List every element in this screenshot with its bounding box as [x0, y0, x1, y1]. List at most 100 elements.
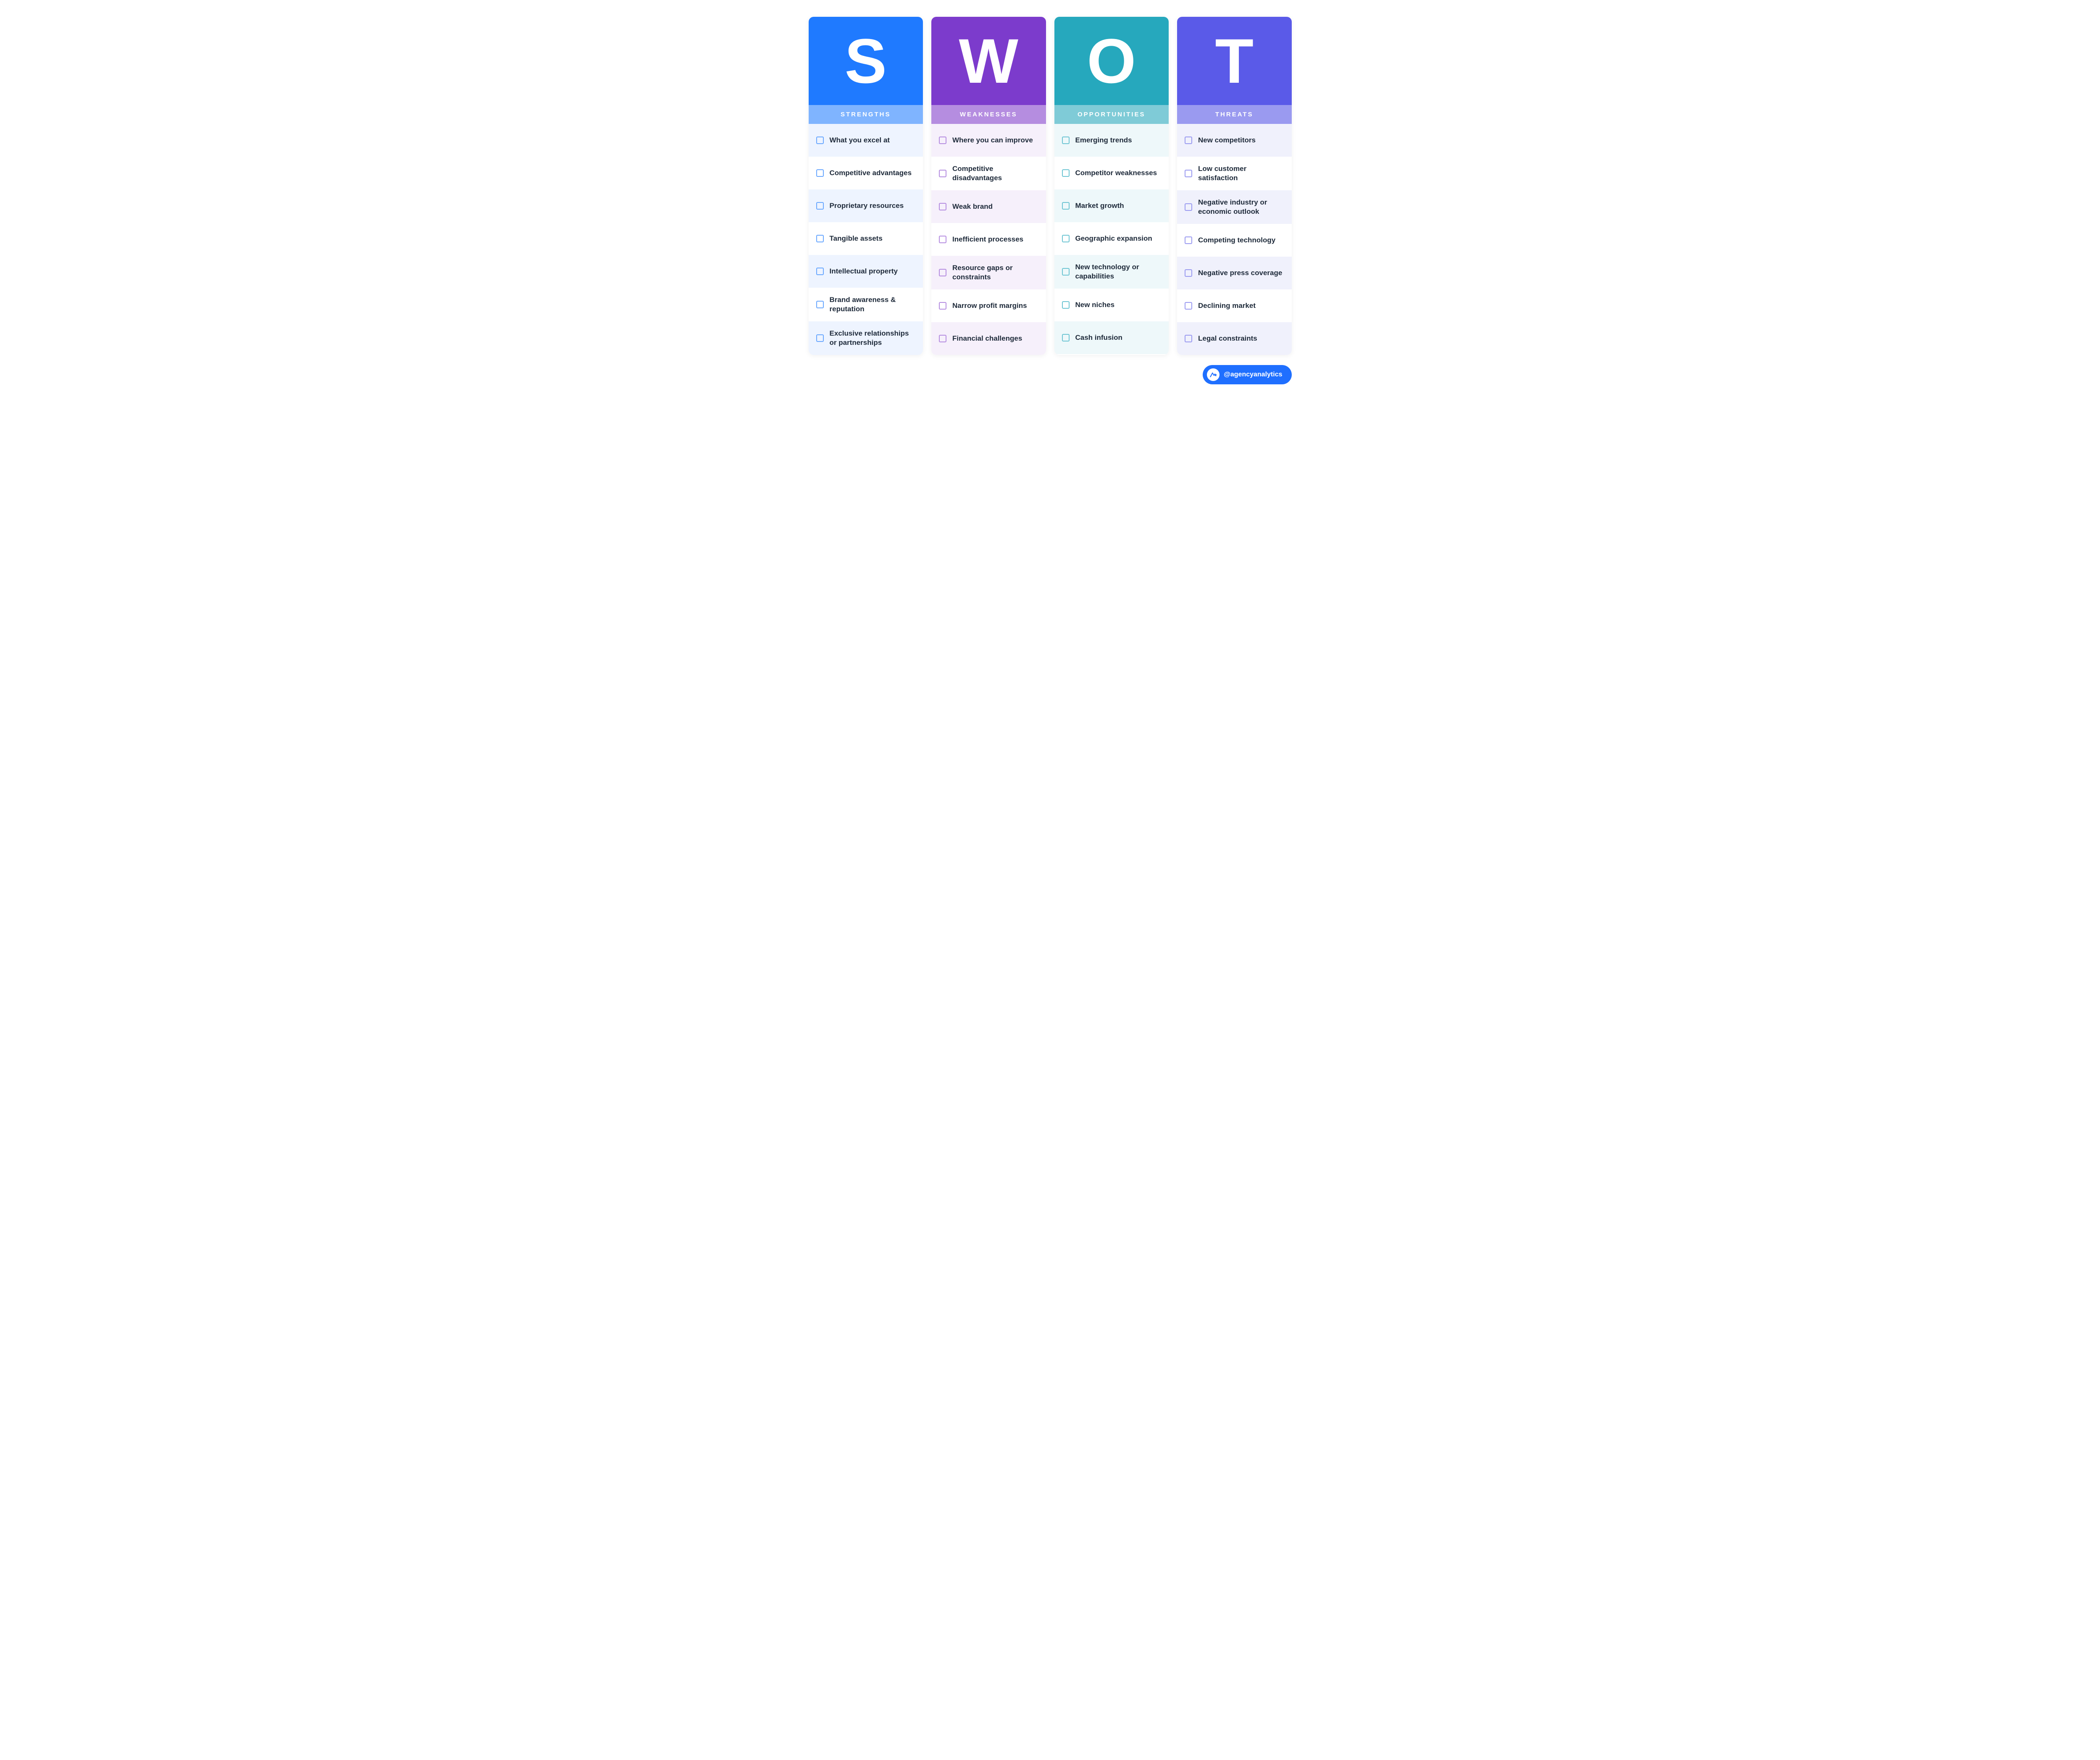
checkbox-icon[interactable] — [816, 301, 824, 308]
checkbox-icon[interactable] — [1185, 170, 1192, 177]
checkbox-icon[interactable] — [816, 235, 824, 242]
swot-item: Intellectual property — [809, 255, 923, 288]
checkbox-icon[interactable] — [1185, 236, 1192, 244]
swot-item-text: New competitors — [1198, 136, 1256, 145]
column-letter-header: T — [1177, 17, 1292, 105]
swot-item: Exclusive relationships or partnerships — [809, 321, 923, 355]
swot-item-text: Resource gaps or constraints — [952, 263, 1038, 282]
checkbox-icon[interactable] — [1185, 137, 1192, 144]
swot-item: Declining market — [1177, 289, 1292, 322]
checkbox-icon[interactable] — [1185, 335, 1192, 342]
checkbox-icon[interactable] — [939, 203, 946, 210]
swot-item: Competitive disadvantages — [931, 157, 1046, 190]
swot-item-text: Brand awareness & reputation — [830, 295, 916, 314]
swot-item: Where you can improve — [931, 124, 1046, 157]
column-letter: O — [1087, 29, 1136, 92]
column-items: What you excel atCompetitive advantagesP… — [809, 124, 923, 355]
swot-item-text: Declining market — [1198, 301, 1256, 310]
swot-item: Financial challenges — [931, 322, 1046, 355]
checkbox-icon[interactable] — [1185, 302, 1192, 310]
swot-item-text: Weak brand — [952, 202, 993, 211]
column-letter-header: O — [1054, 17, 1169, 105]
swot-item: Low customer satisfaction — [1177, 157, 1292, 190]
swot-item-text: Market growth — [1075, 201, 1124, 210]
swot-item-text: Tangible assets — [830, 234, 883, 243]
swot-item: Weak brand — [931, 190, 1046, 223]
swot-item-text: Emerging trends — [1075, 136, 1132, 145]
swot-item-text: Negative industry or economic outlook — [1198, 198, 1284, 216]
swot-item: Brand awareness & reputation — [809, 288, 923, 321]
checkbox-icon[interactable] — [1062, 202, 1070, 210]
checkbox-icon[interactable] — [1185, 269, 1192, 277]
swot-item-text: Intellectual property — [830, 267, 898, 276]
checkbox-icon[interactable] — [816, 268, 824, 275]
column-items: Where you can improve Competitive disadva… — [931, 124, 1046, 355]
swot-item: Market growth — [1054, 189, 1169, 222]
swot-item-text: Competitor weaknesses — [1075, 168, 1157, 178]
column-letter-header: W — [931, 17, 1046, 105]
checkbox-icon[interactable] — [939, 137, 946, 144]
checkbox-icon[interactable] — [816, 169, 824, 177]
swot-item-text: Competing technology — [1198, 236, 1275, 245]
swot-item: Negative industry or economic outlook — [1177, 190, 1292, 224]
swot-item: Resource gaps or constraints — [931, 256, 1046, 289]
checkbox-icon[interactable] — [816, 334, 824, 342]
swot-item: Negative press coverage — [1177, 257, 1292, 289]
swot-item-text: Exclusive relationships or partnerships — [830, 329, 916, 347]
brand-badge: @agencyanalytics — [1203, 365, 1291, 384]
brand-handle: @agencyanalytics — [1224, 371, 1282, 378]
swot-item: Emerging trends — [1054, 124, 1169, 157]
column-title: OPPORTUNITIES — [1054, 105, 1169, 124]
swot-column-strengths: SSTRENGTHSWhat you excel atCompetitive a… — [809, 17, 923, 355]
checkbox-icon[interactable] — [1062, 334, 1070, 341]
swot-item-text: Geographic expansion — [1075, 234, 1152, 243]
swot-item-text: Inefficient processes — [952, 235, 1023, 244]
swot-item-text: Narrow profit margins — [952, 301, 1027, 310]
checkbox-icon[interactable] — [939, 170, 946, 177]
swot-item: Competing technology — [1177, 224, 1292, 257]
column-items: Emerging trends Competitor weaknesses Mark… — [1054, 124, 1169, 355]
column-title: THREATS — [1177, 105, 1292, 124]
swot-item-text: Financial challenges — [952, 334, 1022, 343]
swot-item-text: Competitive disadvantages — [952, 164, 1038, 183]
brand-logo-icon — [1207, 368, 1220, 381]
column-letter: S — [845, 29, 887, 92]
swot-item-text: Legal constraints — [1198, 334, 1257, 343]
swot-item: New competitors — [1177, 124, 1292, 157]
checkbox-icon[interactable] — [1062, 268, 1070, 276]
checkbox-icon[interactable] — [939, 236, 946, 243]
checkbox-icon[interactable] — [1062, 301, 1070, 309]
checkbox-icon[interactable] — [1062, 235, 1070, 242]
checkbox-icon[interactable] — [1062, 137, 1070, 144]
checkbox-icon[interactable] — [939, 335, 946, 342]
checkbox-icon[interactable] — [1062, 169, 1070, 177]
swot-item-text: Negative press coverage — [1198, 268, 1282, 278]
swot-item: Geographic expansion — [1054, 222, 1169, 255]
swot-item: Inefficient processes — [931, 223, 1046, 256]
swot-item-text: New niches — [1075, 300, 1115, 310]
column-letter: T — [1215, 29, 1254, 92]
swot-column-opportunities: O OPPORTUNITIES Emerging trends Competitor … — [1054, 17, 1169, 355]
swot-item-text: Proprietary resources — [830, 201, 904, 210]
checkbox-icon[interactable] — [1185, 203, 1192, 211]
checkbox-icon[interactable] — [939, 269, 946, 276]
swot-item: Competitor weaknesses — [1054, 157, 1169, 189]
checkbox-icon[interactable] — [816, 137, 824, 144]
checkbox-icon[interactable] — [939, 302, 946, 310]
swot-item-text: Low customer satisfaction — [1198, 164, 1284, 183]
swot-item: What you excel at — [809, 124, 923, 157]
column-letter: W — [959, 29, 1018, 92]
swot-item: Narrow profit margins — [931, 289, 1046, 322]
swot-grid: SSTRENGTHSWhat you excel atCompetitive a… — [809, 17, 1292, 355]
footer: @agencyanalytics — [809, 365, 1292, 384]
swot-item: Cash infusion — [1054, 321, 1169, 354]
column-letter-header: S — [809, 17, 923, 105]
column-title: WEAKNESSES — [931, 105, 1046, 124]
column-items: New competitors Low customer satisfaction… — [1177, 124, 1292, 355]
checkbox-icon[interactable] — [816, 202, 824, 210]
swot-item: New niches — [1054, 289, 1169, 321]
swot-item-text: Cash infusion — [1075, 333, 1122, 342]
swot-item: Tangible assets — [809, 222, 923, 255]
swot-item-text: Where you can improve — [952, 136, 1033, 145]
swot-column-weaknesses: W WEAKNESSES Where you can improve Competit… — [931, 17, 1046, 355]
